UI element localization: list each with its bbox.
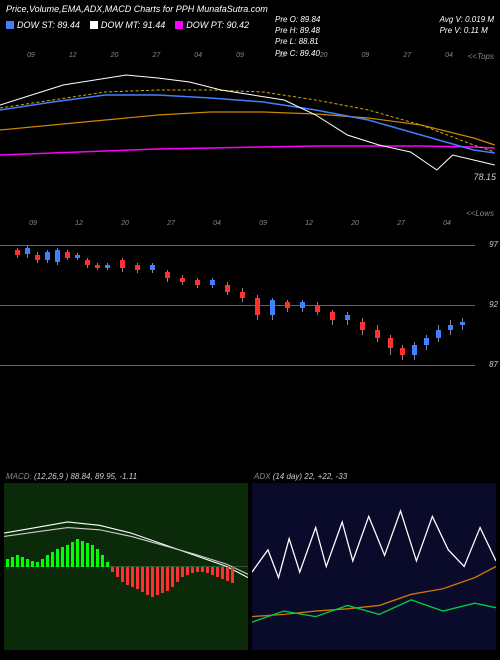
hist-bar [16, 555, 19, 567]
hist-bar [126, 567, 129, 585]
date-tick: 04 [194, 52, 202, 59]
hist-bar [141, 567, 144, 592]
legend-swatch [175, 21, 183, 29]
date-tick: 20 [351, 220, 359, 227]
grid-line [0, 245, 475, 246]
date-tick: 27 [152, 52, 160, 59]
hist-bar [186, 567, 189, 575]
hist-bar [61, 547, 64, 567]
hist-bar [76, 539, 79, 567]
hist-bar [206, 567, 209, 573]
hist-bar [121, 567, 124, 582]
overlay-svg [0, 60, 500, 210]
lows-label: <<Lows [466, 209, 494, 218]
hist-bar [191, 567, 194, 573]
stat-row: Pre V: 0.11 M [440, 25, 494, 36]
macd-params: (12,26,9 ) 88.84, 89.95, -1.11 [34, 472, 137, 481]
hist-bar [181, 567, 184, 577]
legend-item: DOW ST: 89.44 [6, 20, 80, 30]
hist-bar [231, 567, 234, 583]
hist-bar [131, 567, 134, 587]
stat-row: Pre L: 88.81 [275, 36, 320, 47]
last-price-label: 78.15 [473, 172, 496, 182]
legend-swatch [6, 21, 14, 29]
date-tick: 09 [259, 220, 267, 227]
date-tick: 09 [236, 52, 244, 59]
date-tick: 20 [320, 52, 328, 59]
hist-bar [211, 567, 214, 575]
candlestick-chart: 09122027040912202704 979287 [0, 230, 500, 380]
hist-bar [166, 567, 169, 591]
legend-item: DOW PT: 90.42 [175, 20, 249, 30]
legend-label: DOW MT: 91.44 [101, 20, 165, 30]
hist-bar [216, 567, 219, 577]
hist-bar [51, 552, 54, 567]
date-tick: 12 [305, 220, 313, 227]
stat-row: Pre O: 89.84 [275, 14, 320, 25]
hist-bar [196, 567, 199, 572]
date-tick: 12 [69, 52, 77, 59]
date-tick: 09 [27, 52, 35, 59]
legend-item: DOW MT: 91.44 [90, 20, 165, 30]
macd-panel: MACD: (12,26,9 ) 88.84, 89.95, -1.11 [4, 470, 248, 650]
stat-row: Pre H: 89.48 [275, 25, 320, 36]
hist-bar [226, 567, 229, 581]
indicator-row: MACD: (12,26,9 ) 88.84, 89.95, -1.11 ADX… [0, 470, 500, 650]
hist-bar [146, 567, 149, 595]
hist-bar [161, 567, 164, 593]
hist-bar [66, 545, 69, 567]
hist-bar [56, 549, 59, 567]
adx-title: ADX [254, 472, 270, 481]
price-overlay-chart: 0912202704091220092704 <<Tops 78.15 <<Lo… [0, 60, 500, 210]
hist-bar [106, 562, 109, 567]
hist-bar [21, 557, 24, 567]
date-tick: 04 [213, 220, 221, 227]
date-tick: 20 [111, 52, 119, 59]
legend-label: DOW PT: 90.42 [186, 20, 249, 30]
date-tick: 27 [403, 52, 411, 59]
legend-swatch [90, 21, 98, 29]
macd-title: MACD: [6, 472, 32, 481]
hist-bar [26, 559, 29, 567]
hist-bar [151, 567, 154, 597]
hist-bar [41, 559, 44, 567]
adx-panel: ADX (14 day) 22, +22, -33 [252, 470, 496, 650]
hist-bar [156, 567, 159, 595]
hist-bar [11, 557, 14, 567]
date-tick: 27 [397, 220, 405, 227]
date-tick: 20 [121, 220, 129, 227]
hist-bar [81, 541, 84, 567]
hist-bar [46, 555, 49, 567]
hist-bar [71, 542, 74, 567]
stat-row: Avg V: 0.019 M [440, 14, 494, 25]
date-tick: 27 [167, 220, 175, 227]
date-tick: 12 [75, 220, 83, 227]
legend-label: DOW ST: 89.44 [17, 20, 80, 30]
hist-bar [86, 543, 89, 567]
date-tick: 04 [443, 220, 451, 227]
grid-label: 92 [489, 300, 498, 309]
hist-bar [101, 555, 104, 567]
grid-label: 87 [489, 360, 498, 369]
hist-bar [201, 567, 204, 572]
hist-bar [96, 549, 99, 567]
date-tick: 09 [362, 52, 370, 59]
grid-line [0, 305, 475, 306]
hist-bar [116, 567, 119, 577]
hist-bar [91, 545, 94, 567]
adx-params: (14 day) 22, +22, -33 [273, 472, 348, 481]
grid-line [0, 365, 475, 366]
hist-bar [221, 567, 224, 579]
date-tick: 09 [29, 220, 37, 227]
hist-bar [6, 559, 9, 567]
hist-bar [31, 561, 34, 567]
hist-bar [171, 567, 174, 587]
hist-bar [176, 567, 179, 582]
hist-bar [111, 567, 114, 572]
hist-bar [36, 562, 39, 567]
hist-bar [136, 567, 139, 589]
date-tick: 04 [445, 52, 453, 59]
grid-label: 97 [489, 240, 498, 249]
date-tick: 12 [278, 52, 286, 59]
